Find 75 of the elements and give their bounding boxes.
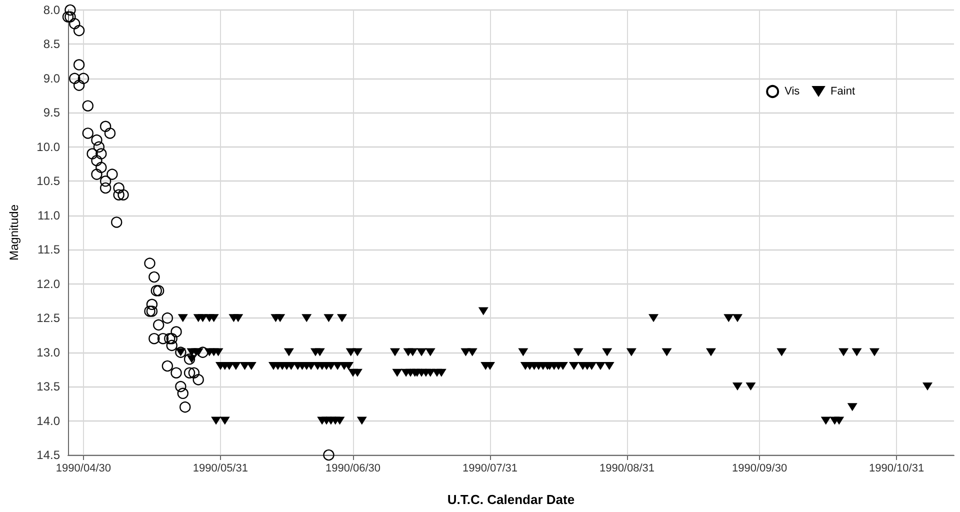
point bbox=[323, 449, 334, 461]
point bbox=[162, 360, 174, 372]
point bbox=[104, 128, 116, 139]
point bbox=[91, 155, 102, 166]
point bbox=[78, 72, 90, 84]
point bbox=[184, 354, 196, 365]
point bbox=[93, 141, 105, 153]
x-tick-label: 1990/10/31 bbox=[869, 462, 924, 474]
point bbox=[91, 168, 102, 180]
y-tick-label: 10.5 bbox=[36, 174, 60, 188]
point bbox=[118, 189, 129, 200]
y-tick-label: 12.0 bbox=[36, 276, 60, 291]
point bbox=[111, 216, 122, 228]
point bbox=[144, 306, 156, 317]
x-axis-title: U.T.C. Calendar Date bbox=[447, 492, 575, 507]
point bbox=[148, 271, 160, 283]
point bbox=[146, 298, 158, 310]
y-axis-title: Magnitude bbox=[7, 204, 21, 261]
x-tick-label: 1990/06/30 bbox=[325, 462, 381, 474]
x-tick-label: 1990/09/30 bbox=[732, 462, 788, 474]
point bbox=[153, 319, 164, 331]
x-tick-label: 1990/08/31 bbox=[599, 462, 655, 474]
point bbox=[144, 258, 156, 269]
point bbox=[188, 367, 200, 378]
point bbox=[64, 4, 76, 16]
point bbox=[64, 11, 76, 22]
point bbox=[170, 367, 182, 378]
point bbox=[113, 189, 124, 200]
y-tick-label: 14.0 bbox=[36, 414, 60, 428]
point bbox=[96, 148, 107, 160]
y-tick-label: 13.0 bbox=[36, 345, 60, 360]
point bbox=[166, 340, 178, 352]
y-tick-label: 9.0 bbox=[43, 71, 60, 86]
point bbox=[184, 367, 196, 378]
point bbox=[96, 162, 107, 174]
point bbox=[106, 168, 118, 180]
point bbox=[157, 333, 169, 344]
y-tick-label: 11.5 bbox=[38, 242, 60, 257]
y-tick-label: 8.5 bbox=[43, 37, 60, 52]
point bbox=[62, 11, 74, 22]
x-tick-label: 1990/07/31 bbox=[462, 462, 518, 474]
point bbox=[150, 285, 162, 296]
point bbox=[146, 306, 158, 317]
y-tick-label: 11.0 bbox=[38, 208, 60, 222]
point bbox=[82, 128, 94, 139]
point bbox=[100, 176, 112, 187]
x-tick-label: 1990/05/31 bbox=[192, 462, 248, 474]
point bbox=[69, 72, 80, 84]
y-tick-label: 10.0 bbox=[36, 140, 60, 154]
y-tick-label: 8.0 bbox=[43, 3, 60, 17]
legend-label: Faint bbox=[830, 86, 856, 98]
x-tick-label: 1990/04/30 bbox=[56, 462, 111, 474]
y-tick-label: 14.5 bbox=[36, 448, 60, 462]
y-tick-label: 13.5 bbox=[36, 380, 60, 394]
point bbox=[192, 374, 204, 386]
point bbox=[162, 312, 174, 324]
point bbox=[82, 100, 94, 112]
point bbox=[69, 18, 80, 30]
point bbox=[100, 120, 112, 132]
point bbox=[180, 401, 191, 413]
point bbox=[153, 285, 164, 296]
point bbox=[73, 24, 85, 36]
point bbox=[170, 326, 182, 338]
point bbox=[73, 59, 85, 70]
legend-label: Vis bbox=[784, 86, 800, 98]
point bbox=[177, 388, 188, 399]
y-tick-label: 12.5 bbox=[36, 311, 60, 326]
point bbox=[100, 182, 112, 194]
point bbox=[148, 333, 160, 344]
point bbox=[113, 182, 124, 194]
point bbox=[73, 80, 85, 91]
point bbox=[175, 380, 186, 392]
y-tick-label: 9.5 bbox=[43, 106, 60, 120]
point bbox=[86, 148, 98, 160]
point bbox=[91, 134, 102, 146]
